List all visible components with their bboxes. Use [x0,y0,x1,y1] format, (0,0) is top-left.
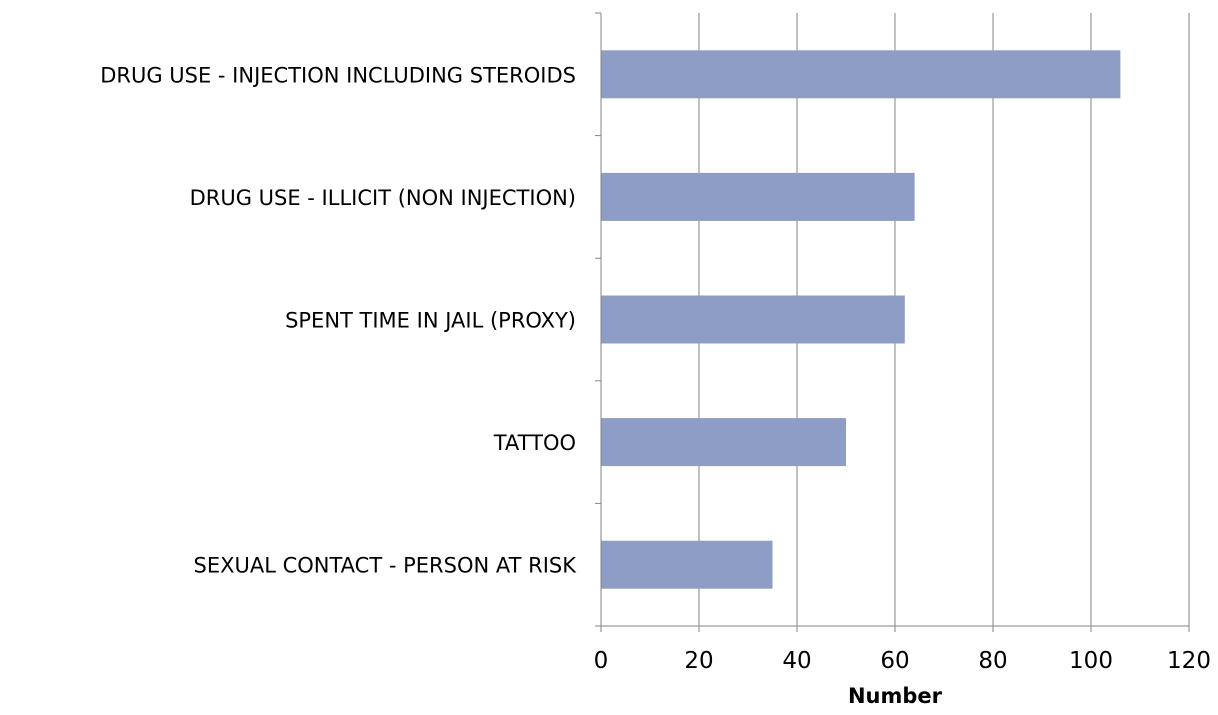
category-label-2: DRUG USE - ILLICIT (NON INJECTION) [190,186,576,210]
category-label-5: SEXUAL CONTACT - PERSON AT RISK [193,554,577,578]
bar-3 [601,295,905,344]
x-axis-title: Number [848,684,943,708]
bar-2 [601,172,915,221]
category-label-4: TATTOO [493,431,576,455]
x-tick-label-60: 60 [880,648,909,674]
bar-1 [601,50,1121,99]
bars [601,50,1121,589]
x-tick-label-40: 40 [782,648,811,674]
labels: DRUG USE - INJECTION INCLUDING STEROIDS D… [100,63,1211,674]
x-tick-label-80: 80 [978,648,1007,674]
x-tick-label-100: 100 [1069,648,1113,674]
x-tick-label-0: 0 [594,648,609,674]
bar-5 [601,540,773,589]
bar-4 [601,418,846,467]
axes [595,12,1190,632]
x-tick-label-20: 20 [684,648,713,674]
x-tick-label-120: 120 [1167,648,1211,674]
category-label-3: SPENT TIME IN JAIL (PROXY) [285,309,576,333]
category-label-1: DRUG USE - INJECTION INCLUDING STEROIDS [100,63,576,87]
